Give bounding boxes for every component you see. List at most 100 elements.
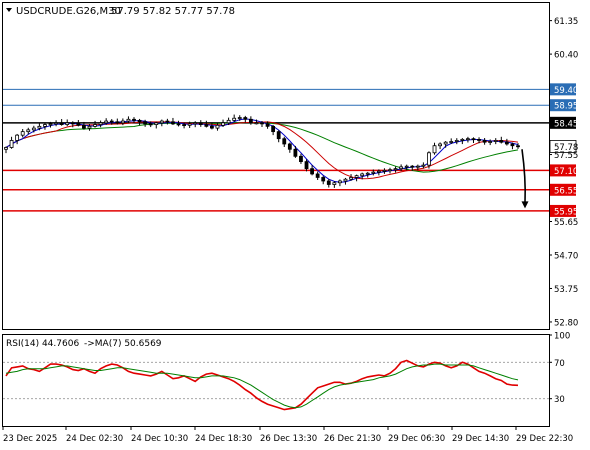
candle-up bbox=[104, 120, 109, 124]
candle-up bbox=[466, 138, 470, 141]
candle-down bbox=[182, 124, 186, 126]
candle-down bbox=[82, 124, 86, 129]
price-label-bg bbox=[549, 140, 577, 153]
candle-down bbox=[143, 121, 148, 125]
price-tick-label: 58.45 bbox=[554, 119, 578, 129]
candle-up bbox=[221, 122, 225, 126]
price-tick-label: 55.65 bbox=[554, 218, 578, 228]
rsi-lines bbox=[5, 359, 519, 411]
candle-up bbox=[360, 173, 365, 177]
candle-down bbox=[76, 123, 81, 126]
rsi-ma-line bbox=[5, 363, 519, 409]
candle-down bbox=[282, 138, 287, 145]
candle-down bbox=[482, 140, 487, 143]
candle-down bbox=[293, 148, 298, 157]
chart-header: USDCRUDE.G26,M30 57.79 57.82 57.77 57.78 bbox=[6, 6, 235, 17]
candle-down bbox=[171, 121, 175, 125]
price-tick-label: 52.80 bbox=[554, 318, 578, 328]
candle-down bbox=[271, 125, 276, 133]
candle-up bbox=[98, 122, 103, 125]
candle-up bbox=[365, 172, 370, 175]
candle-down bbox=[471, 138, 476, 141]
candle-up bbox=[65, 122, 70, 125]
candle-up bbox=[454, 140, 459, 142]
candle-up bbox=[126, 118, 131, 122]
time-axis: 23 Dec 2025 24 Dec 02:30 24 Dec 10:30 24 De… bbox=[2, 426, 573, 444]
time-tick-label: 26 Dec 13:30 bbox=[260, 434, 317, 444]
candle-down bbox=[59, 122, 64, 125]
candle-up bbox=[226, 119, 231, 124]
time-tick-label: 29 Dec 22:30 bbox=[516, 434, 573, 444]
candle-down bbox=[115, 121, 120, 124]
candle-up bbox=[31, 127, 36, 131]
candle-up bbox=[354, 175, 359, 178]
candle-up bbox=[415, 165, 420, 168]
rsi-tick-label: 30 bbox=[554, 395, 565, 405]
price-levels bbox=[3, 88, 549, 212]
candle-down bbox=[321, 177, 326, 182]
ma-slow-line bbox=[5, 122, 519, 173]
candle-up bbox=[388, 169, 392, 172]
candle-down bbox=[70, 122, 75, 125]
time-tick-label: 24 Dec 02:30 bbox=[66, 434, 123, 444]
candle-up bbox=[20, 131, 25, 136]
candle-up bbox=[332, 182, 337, 185]
candle-down bbox=[504, 141, 509, 145]
price-tick-label: 57.78 bbox=[554, 143, 578, 153]
price-label-bg bbox=[550, 164, 576, 177]
rsi-title: RSI(14) 44.7606 bbox=[6, 339, 79, 349]
price-tick-label: 58.95 bbox=[554, 102, 578, 112]
rsi-ma-title: ->MA(7) 50.6569 bbox=[84, 339, 162, 349]
candle-up bbox=[343, 178, 348, 182]
time-tick-label: 24 Dec 18:30 bbox=[195, 434, 252, 444]
candle-up bbox=[460, 138, 465, 141]
candle-up bbox=[187, 123, 192, 126]
candle-down bbox=[326, 180, 331, 185]
rsi-tick-label: 70 bbox=[554, 359, 565, 369]
price-tick-label: 54.70 bbox=[554, 251, 578, 261]
candle-up bbox=[393, 168, 398, 171]
candle-down bbox=[516, 145, 520, 148]
collapse-triangle-icon[interactable] bbox=[6, 8, 12, 12]
price-tick-label: 57.55 bbox=[554, 151, 578, 161]
candle-up bbox=[215, 124, 220, 129]
time-tick-label: 26 Dec 21:30 bbox=[324, 434, 381, 444]
candle-up bbox=[443, 141, 448, 145]
price-tick-label: 55.95 bbox=[554, 207, 578, 217]
rsi-levels bbox=[3, 361, 549, 400]
candle-up bbox=[449, 141, 454, 143]
price-tick-label: 57.10 bbox=[554, 167, 578, 177]
candle-down bbox=[260, 122, 264, 125]
price-label-bg bbox=[550, 116, 576, 129]
candle-down bbox=[243, 117, 248, 120]
candle-up bbox=[376, 170, 381, 173]
candle-down bbox=[477, 138, 481, 141]
candle-down bbox=[499, 140, 504, 143]
time-tick-label: 29 Dec 06:30 bbox=[388, 434, 445, 444]
candle-down bbox=[410, 165, 415, 168]
forecast-arrow bbox=[521, 149, 529, 209]
candle-up bbox=[488, 141, 493, 143]
candle-down bbox=[132, 118, 136, 121]
candles bbox=[4, 114, 520, 188]
arrow-head-icon bbox=[521, 201, 529, 209]
candle-up bbox=[15, 134, 20, 141]
price-label-bg bbox=[550, 204, 576, 217]
candle-up bbox=[154, 122, 159, 125]
arrow-shaft bbox=[521, 149, 526, 203]
candle-up bbox=[237, 117, 242, 119]
price-tick-label: 60.40 bbox=[554, 51, 578, 61]
candle-down bbox=[137, 119, 142, 123]
ohlc-readout: 57.79 57.82 57.77 57.78 bbox=[111, 6, 235, 17]
time-tick-label: 29 Dec 14:30 bbox=[452, 434, 509, 444]
candle-up bbox=[438, 143, 442, 147]
price-tick-label: 56.55 bbox=[554, 186, 578, 196]
candle-up bbox=[193, 122, 198, 125]
candle-up bbox=[432, 145, 437, 154]
candle-down bbox=[276, 131, 281, 140]
candle-down bbox=[210, 125, 214, 129]
candle-up bbox=[120, 120, 125, 124]
candle-up bbox=[399, 166, 404, 170]
candle-up bbox=[93, 124, 97, 127]
